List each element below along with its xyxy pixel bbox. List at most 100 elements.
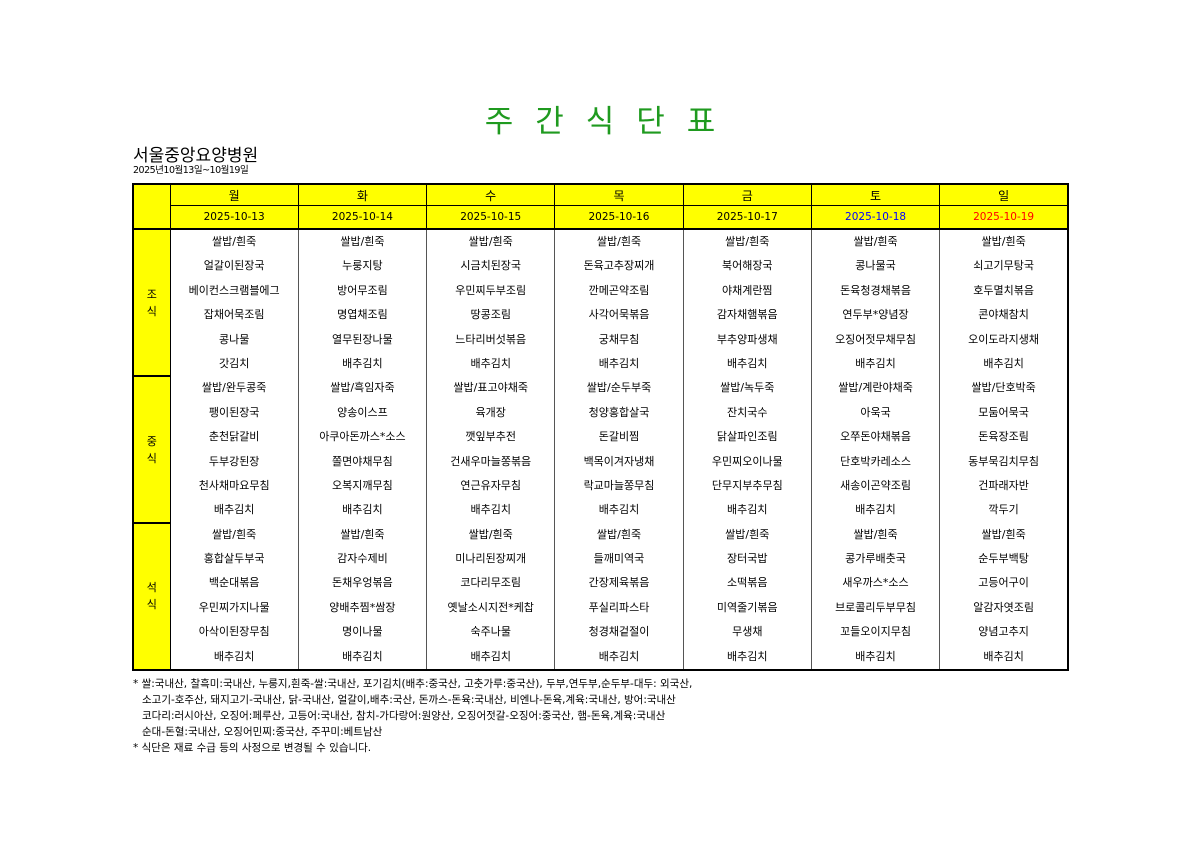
- menu-item: 배추김치: [983, 649, 1024, 663]
- menu-item: 배추김치: [470, 503, 511, 517]
- menu-item: 배추김치: [983, 356, 1024, 370]
- menu-cell: 쌀밥/흰죽 시금치된장국 우민찌두부조림 땅콩조림 느타리버섯볶음 배추김치: [426, 229, 555, 377]
- note-line: 소고기-호주산, 돼지고기-국내산, 닭-국내산, 얼갈이,배추:국산, 돈까스…: [142, 694, 676, 706]
- menu-item: 배추김치: [727, 503, 768, 517]
- menu-item: 양념고추지: [978, 625, 1029, 639]
- menu-item: 배추김치: [727, 356, 768, 370]
- menu-item: 오복지깨무침: [332, 478, 393, 492]
- menu-cell: 쌀밥/흰죽 돈육고추장찌개 깐메곤약조림 사각어묵볶음 궁채무침 배추김치: [554, 229, 684, 377]
- menu-cell: 쌀밥/흰죽 누룽지탕 방어무조림 명엽채조림 열무된장나물 배추김치: [297, 229, 427, 377]
- menu-item: 아욱국: [860, 405, 891, 419]
- menu-item: 쌀밥/단호박죽: [971, 381, 1036, 395]
- menu-item: 쌀밥/흰죽: [596, 235, 642, 248]
- menu-cell: 쌀밥/흰죽 콩가루배춧국 새우까스*소스 브로콜리두부무침 꼬들오이지무침 배추김치: [810, 522, 940, 672]
- menu-item: 돈갈비찜: [598, 430, 640, 444]
- menu-item: 무생채: [732, 625, 763, 639]
- day-header: 월: [169, 183, 299, 206]
- menu-item: 연근유자무침: [460, 478, 522, 492]
- menu-cell: 쌀밥/흰죽 미나리된장찌개 코다리무조림 옛날소시지전*케찹 숙주나물 배추김치: [426, 522, 555, 672]
- menu-item: 느타리버섯볶음: [455, 332, 527, 346]
- menu-item: 배추김치: [213, 649, 255, 663]
- note-line: * 쌀:국내산, 찰흑미:국내산, 누룽지,흰죽-쌀:국내산, 포기김치(배추:…: [133, 678, 693, 690]
- meal-row: 조 식 쌀밥/흰죽 얼갈이된장국 베이컨스크램블에그 잡채어묵조림 콩나물 갓김치 쌀밥/흰죽 누…: [133, 229, 1068, 378]
- menu-item: 쇠고기무탕국: [973, 259, 1034, 273]
- menu-item: 건파래자반: [978, 478, 1029, 492]
- menu-item: 배추김치: [342, 503, 383, 517]
- menu-item: 갓김치: [218, 356, 250, 370]
- menu-item: 양송이스프: [337, 405, 388, 419]
- menu-item: 고등어구이: [978, 576, 1029, 590]
- menu-item: 부추양파생채: [716, 332, 778, 346]
- menu-cell: 쌀밥/흰죽 장터국밥 소떡볶음 미역줄기볶음 무생채 배추김치: [682, 522, 812, 672]
- notes: * 쌀:국내산, 찰흑미:국내산, 누룽지,흰죽-쌀:국내산, 포기김치(배추:…: [133, 676, 692, 756]
- menu-item: 쫄면야채무침: [332, 454, 393, 468]
- day-header: 수: [426, 183, 556, 206]
- menu-item: 우민찌가지나물: [198, 600, 270, 614]
- menu-item: 감자채햄볶음: [716, 308, 778, 322]
- menu-cell: 쌀밥/녹두죽 잔치국수 닭살파인조림 우민찌오이나물 단무지부추무침 배추김치: [682, 376, 812, 523]
- date-header: 2025-10-16: [554, 205, 684, 230]
- menu-item: 북어해장국: [721, 259, 773, 273]
- menu-item: 시금치된장국: [460, 259, 522, 273]
- menu-item: 깻잎부추전: [465, 430, 516, 444]
- meal-row: 석 식 쌀밥/흰죽 홍합살두부국 백순대볶음 우민찌가지나물 아삭이된장무침 배추김치 쌀밥/흰…: [133, 522, 1068, 672]
- menu-item: 배추김치: [598, 503, 640, 517]
- menu-item: 돈육고추장찌개: [583, 259, 655, 273]
- menu-cell: 쌀밥/흰죽 쇠고기무탕국 호두멸치볶음 콘야채참치 오이도라지생채 배추김치: [939, 229, 1068, 377]
- menu-item: 쌀밥/흰죽: [340, 527, 385, 541]
- menu-item: 쌀밥/흰죽: [725, 235, 770, 248]
- menu-item: 쌀밥/표고야채죽: [453, 381, 528, 395]
- menu-item: 야채계란찜: [721, 283, 773, 297]
- menu-item: 돈육청경채볶음: [840, 283, 911, 297]
- menu-item: 콩가루배춧국: [845, 552, 906, 566]
- menu-item: 배추김치: [470, 649, 511, 663]
- menu-item: 쌀밥/계란야채죽: [838, 381, 913, 395]
- menu-item: 돈채우엉볶음: [332, 576, 393, 590]
- menu-item: 백순대볶음: [208, 576, 260, 590]
- menu-item: 육개장: [475, 405, 506, 419]
- menu-item: 배추김치: [342, 356, 383, 370]
- date-header: 2025-10-15: [426, 205, 556, 230]
- menu-item: 아삭이된장무침: [198, 625, 270, 639]
- day-header: 금: [682, 183, 812, 206]
- menu-cell: 쌀밥/표고야채죽 육개장 깻잎부추전 건새우마늘쫑볶음 연근유자무침 배추김치: [426, 376, 555, 523]
- menu-item: 쌀밥/완두콩죽: [201, 381, 267, 395]
- menu-item: 브로콜리두부무침: [835, 600, 917, 614]
- meal-row: 중 식 쌀밥/완두콩죽 팽이된장국 춘천닭갈비 두부강된장 천사채마요무침 배추김치 쌀밥/흑임…: [133, 376, 1068, 524]
- menu-item: 장터국밥: [727, 552, 768, 566]
- menu-item: 미나리된장찌개: [455, 552, 527, 566]
- menu-item: 배추김치: [598, 356, 640, 370]
- menu-item: 누룽지탕: [342, 259, 383, 273]
- menu-cell: 쌀밥/흰죽 감자수제비 돈채우엉볶음 양배추찜*쌈장 명이나물 배추김치: [297, 522, 427, 672]
- menu-item: 숙주나물: [470, 625, 511, 639]
- menu-item: 새우까스*소스: [842, 576, 909, 590]
- menu-item: 들깨미역국: [593, 552, 645, 566]
- note-line: * 식단은 재료 수급 등의 사정으로 변경될 수 있습니다.: [133, 742, 372, 754]
- menu-item: 간장제육볶음: [588, 576, 650, 590]
- menu-item: 콘야채참치: [978, 308, 1029, 322]
- menu-item: 얼갈이된장국: [203, 259, 265, 273]
- menu-item: 홍합살두부국: [203, 552, 265, 566]
- weekly-menu-table: 월 화 수 목 금 토 일 2025-10-13 2025-10-14 2025-10-15 202…: [132, 183, 1069, 672]
- menu-item: 두부강된장: [208, 454, 260, 468]
- menu-item: 배추김치: [598, 649, 640, 663]
- menu-cell: 쌀밥/흰죽 들깨미역국 간장제육볶음 푸실리파스타 청경채겉절이 배추김치: [554, 522, 684, 672]
- day-header: 목: [554, 183, 684, 206]
- menu-item: 열무된장나물: [332, 332, 393, 346]
- note-line: 순대-돈혈:국내산, 오징어민찌:중국산, 주꾸미:베트남산: [142, 726, 383, 738]
- menu-item: 연두부*양념장: [842, 308, 909, 322]
- menu-item: 단호박카레소스: [840, 454, 911, 468]
- menu-item: 배추김치: [855, 356, 896, 370]
- menu-cell: 쌀밥/흰죽 콩나물국 돈육청경채볶음 연두부*양념장 오징어젓무채무침 배추김치: [810, 229, 940, 377]
- menu-item: 락교마늘쫑무침: [583, 478, 655, 492]
- day-header: 토: [810, 183, 941, 206]
- menu-item: 잡채어묵조림: [203, 308, 265, 322]
- menu-item: 춘천닭갈비: [208, 430, 260, 444]
- menu-item: 방어무조림: [337, 283, 388, 297]
- menu-item: 동부묵김치무침: [968, 454, 1040, 468]
- menu-item: 아쿠아돈까스*소스: [319, 430, 406, 444]
- menu-item: 땅콩조림: [470, 308, 511, 322]
- menu-item: 오이도라지생채: [968, 332, 1040, 346]
- menu-item: 쌀밥/흰죽: [212, 527, 257, 541]
